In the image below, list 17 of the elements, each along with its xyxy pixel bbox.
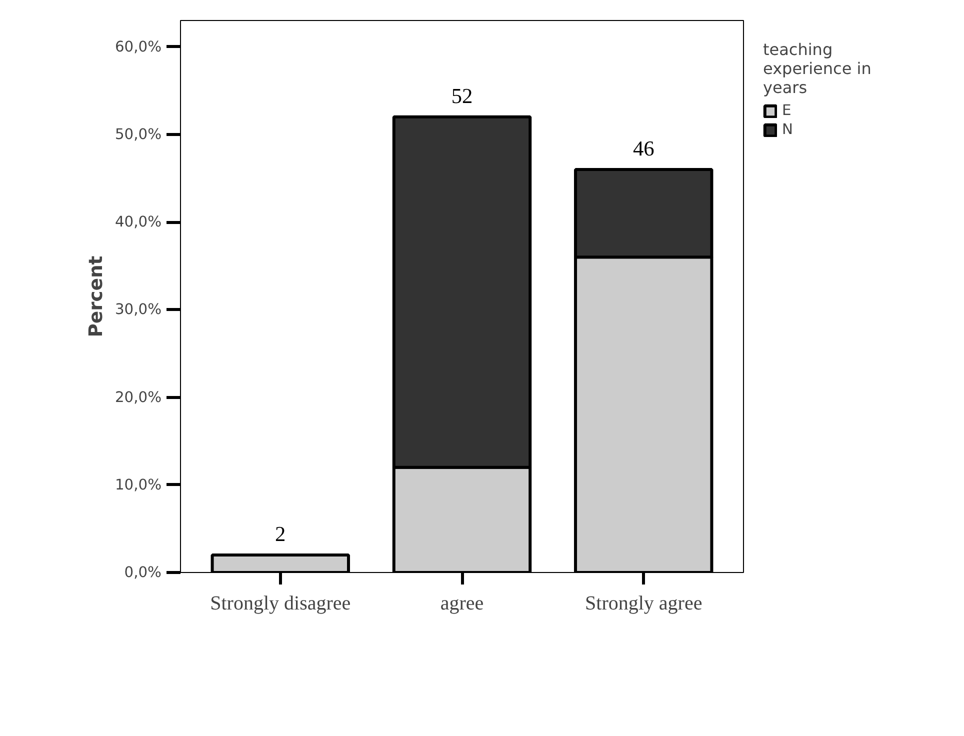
y-tick-label: 20,0% (114, 388, 162, 406)
y-tick-label: 50,0% (114, 126, 162, 143)
x-tick-label: agree (440, 592, 484, 614)
y-tick-label: 40,0% (114, 214, 162, 231)
legend-label: E (782, 102, 792, 119)
y-tick-label: 0,0% (124, 564, 162, 581)
total-label: 52 (451, 84, 473, 108)
x-tick-label: Strongly disagree (210, 592, 351, 614)
x-tick-label: Strongly agree (585, 592, 702, 614)
y-axis-title: Percent (86, 256, 107, 338)
legend-label: N (782, 121, 794, 138)
legend-title: teaching experience in years (763, 40, 872, 97)
y-tick-label: 10,0% (114, 476, 162, 494)
total-label: 46 (632, 136, 655, 160)
total-label: 2 (275, 522, 286, 546)
y-tick-label: 60,0% (114, 38, 162, 56)
y-tick-label: 30,0% (114, 301, 162, 318)
